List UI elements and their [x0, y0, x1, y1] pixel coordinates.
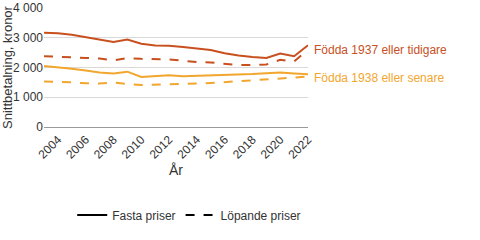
svg-text:4 000: 4 000: [13, 1, 43, 15]
svg-text:2014: 2014: [174, 133, 203, 162]
svg-text:2016: 2016: [202, 133, 231, 162]
svg-text:År: År: [169, 162, 183, 178]
svg-text:2012: 2012: [147, 133, 176, 162]
svg-text:2008: 2008: [91, 133, 120, 162]
svg-text:3 000: 3 000: [13, 31, 43, 45]
svg-text:Födda 1937 eller tidigare: Födda 1937 eller tidigare: [314, 43, 447, 57]
svg-text:2022: 2022: [286, 133, 315, 162]
svg-text:2004: 2004: [35, 133, 64, 162]
svg-text:2018: 2018: [230, 133, 259, 162]
svg-text:2020: 2020: [258, 133, 287, 162]
svg-text:2006: 2006: [63, 133, 92, 162]
svg-text:1 000: 1 000: [13, 90, 43, 104]
svg-text:2 000: 2 000: [13, 61, 43, 75]
svg-text:Snittbetalning, kronor: Snittbetalning, kronor: [0, 5, 15, 129]
svg-text:0: 0: [36, 120, 43, 134]
svg-text:Födda 1938 eller senare: Födda 1938 eller senare: [314, 71, 444, 85]
svg-text:Fasta priser: Fasta priser: [112, 209, 175, 223]
svg-text:Löpande priser: Löpande priser: [221, 209, 301, 223]
svg-text:2010: 2010: [119, 133, 148, 162]
